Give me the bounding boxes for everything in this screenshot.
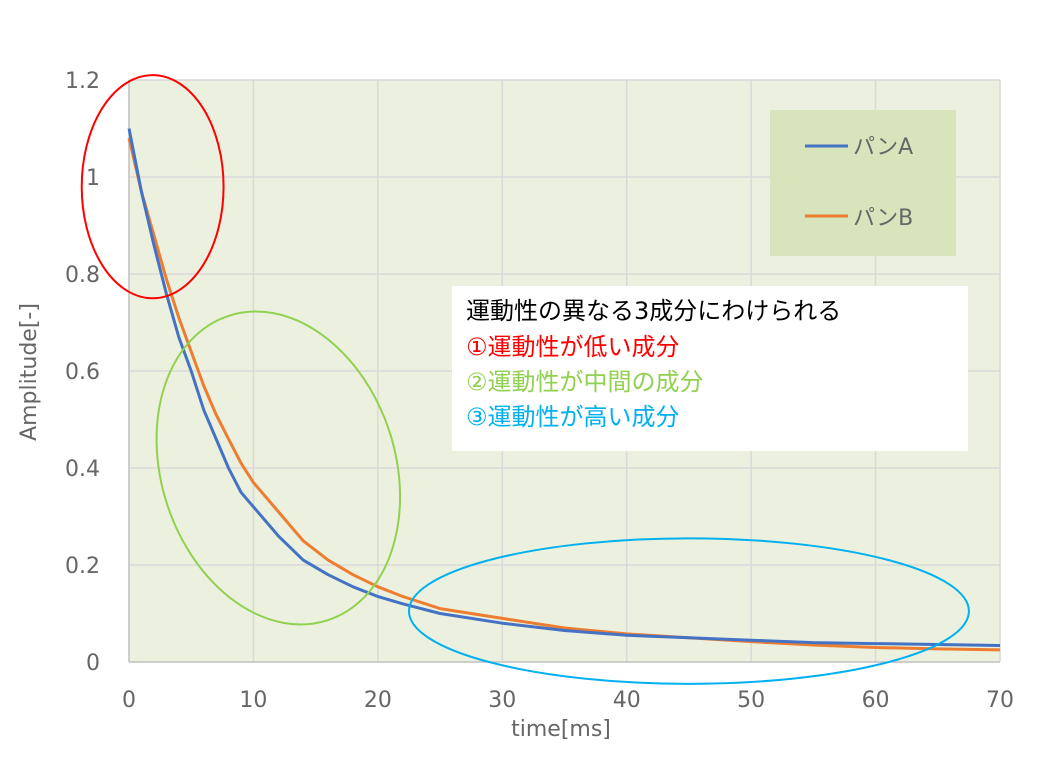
annotation-line-mid-mobility: ②運動性が中間の成分 — [466, 368, 704, 396]
y-axis-title: Amplitude[-] — [17, 303, 42, 441]
high-mobility-ellipse — [407, 537, 970, 685]
legend-label-series-b: パンB — [853, 206, 913, 231]
x-axis-title: time[ms] — [511, 717, 611, 742]
annotation-background — [452, 286, 968, 451]
y-tick-label: 0.4 — [65, 457, 100, 482]
legend-background — [770, 110, 956, 256]
x-tick-label: 20 — [364, 688, 392, 713]
y-tick-label: 0 — [86, 651, 100, 676]
annotation-box: 運動性の異なる3成分にわけられる ①運動性が低い成分 ②運動性が中間の成分 ③運… — [452, 286, 968, 451]
y-tick-label: 1.2 — [65, 69, 100, 94]
mid-mobility-ellipse — [155, 310, 402, 626]
annotation-line-low-mobility: ①運動性が低い成分 — [466, 333, 680, 361]
x-tick-label: 40 — [613, 688, 641, 713]
legend-label-series-a: パンA — [853, 135, 913, 160]
x-tick-label: 30 — [488, 688, 516, 713]
y-tick-label: 0.2 — [65, 554, 100, 579]
x-tick-label: 50 — [737, 688, 765, 713]
low-mobility-ellipse — [80, 74, 225, 300]
x-tick-label: 60 — [862, 688, 890, 713]
y-tick-label: 0.6 — [65, 360, 100, 385]
annotation-line-summary: 運動性の異なる3成分にわけられる — [466, 297, 841, 325]
y-tick-label: 0.8 — [65, 263, 100, 288]
x-tick-label: 0 — [122, 688, 136, 713]
annotation-line-high-mobility: ③運動性が高い成分 — [466, 403, 680, 431]
x-tick-label: 10 — [239, 688, 267, 713]
y-tick-label: 1 — [86, 166, 100, 191]
legend: パンA パンB — [770, 110, 956, 256]
x-tick-label: 70 — [986, 688, 1014, 713]
